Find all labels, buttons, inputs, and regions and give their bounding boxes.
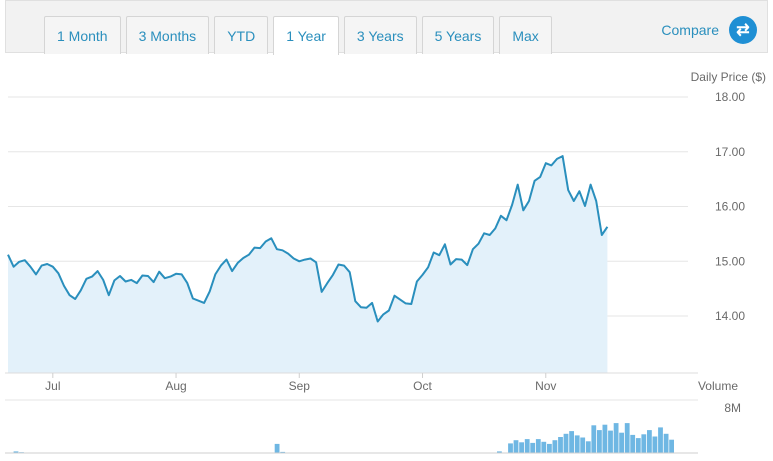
volume-bar <box>608 430 613 453</box>
volume-bar <box>663 433 669 453</box>
y-tick-label: 17.00 <box>715 145 745 159</box>
volume-bar <box>552 440 558 453</box>
volume-bar <box>563 433 569 453</box>
volume-bar <box>624 423 630 453</box>
volume-bar <box>274 443 280 453</box>
volume-bar <box>535 439 541 453</box>
tab-ytd[interactable]: YTD <box>214 16 269 54</box>
y-tick-label: 18.00 <box>715 90 745 104</box>
volume-bar <box>602 424 608 453</box>
x-tick-label: Sep <box>289 379 311 393</box>
volume-bar <box>669 439 674 453</box>
volume-bar <box>647 430 652 453</box>
tab-max[interactable]: Max <box>499 16 552 54</box>
volume-bar <box>541 441 547 453</box>
volume-bar <box>280 451 286 453</box>
volume-bar <box>13 451 19 453</box>
volume-bar <box>630 434 636 453</box>
volume-axis-label: Volume <box>698 379 738 393</box>
volume-bar <box>591 425 597 453</box>
y-tick-label: 14.00 <box>715 309 745 323</box>
volume-bar <box>569 431 574 453</box>
volume-bar <box>513 440 519 453</box>
volume-bar <box>652 436 658 453</box>
x-tick-label: Jul <box>45 379 60 393</box>
y-axis-label: Daily Price ($) <box>691 70 766 84</box>
volume-bar <box>580 437 586 453</box>
price-area <box>8 156 608 373</box>
y-tick-label: 15.00 <box>715 254 745 268</box>
x-tick-label: Oct <box>413 379 432 393</box>
volume-bar <box>635 438 641 453</box>
volume-bar <box>508 443 513 453</box>
compare-label: Compare <box>661 22 719 38</box>
volume-bar <box>524 439 530 453</box>
volume-bar <box>497 451 502 453</box>
volume-bar <box>519 442 524 453</box>
x-tick-label: Aug <box>165 379 186 393</box>
volume-bar <box>574 435 580 453</box>
volume-bar <box>558 437 563 453</box>
volume-bar <box>641 434 647 453</box>
volume-bar <box>658 427 663 453</box>
tab-5-years[interactable]: 5 Years <box>421 16 495 54</box>
volume-tick-label: 8M <box>724 401 741 415</box>
volume-bar <box>585 441 591 453</box>
tab-1-year[interactable]: 1 Year <box>273 16 339 55</box>
tab-3-months[interactable]: 3 Months <box>125 16 210 54</box>
volume-bar <box>613 423 619 453</box>
y-tick-label: 16.00 <box>715 200 745 214</box>
range-tabs: 1 Month 3 Months YTD 1 Year 3 Years 5 Ye… <box>44 16 552 55</box>
time-range-bar: 1 Month 3 Months YTD 1 Year 3 Years 5 Ye… <box>5 0 768 55</box>
volume-bar <box>597 430 602 453</box>
compare-button[interactable]: Compare ⇄ <box>661 16 757 44</box>
swap-arrows-icon: ⇄ <box>729 16 757 44</box>
volume-bar <box>530 442 536 453</box>
x-tick-label: Nov <box>535 379 556 393</box>
volume-bar <box>619 432 624 453</box>
price-line <box>7 155 609 323</box>
tab-1-month[interactable]: 1 Month <box>44 16 121 54</box>
volume-bar <box>547 443 552 453</box>
tab-3-years[interactable]: 3 Years <box>343 16 417 54</box>
